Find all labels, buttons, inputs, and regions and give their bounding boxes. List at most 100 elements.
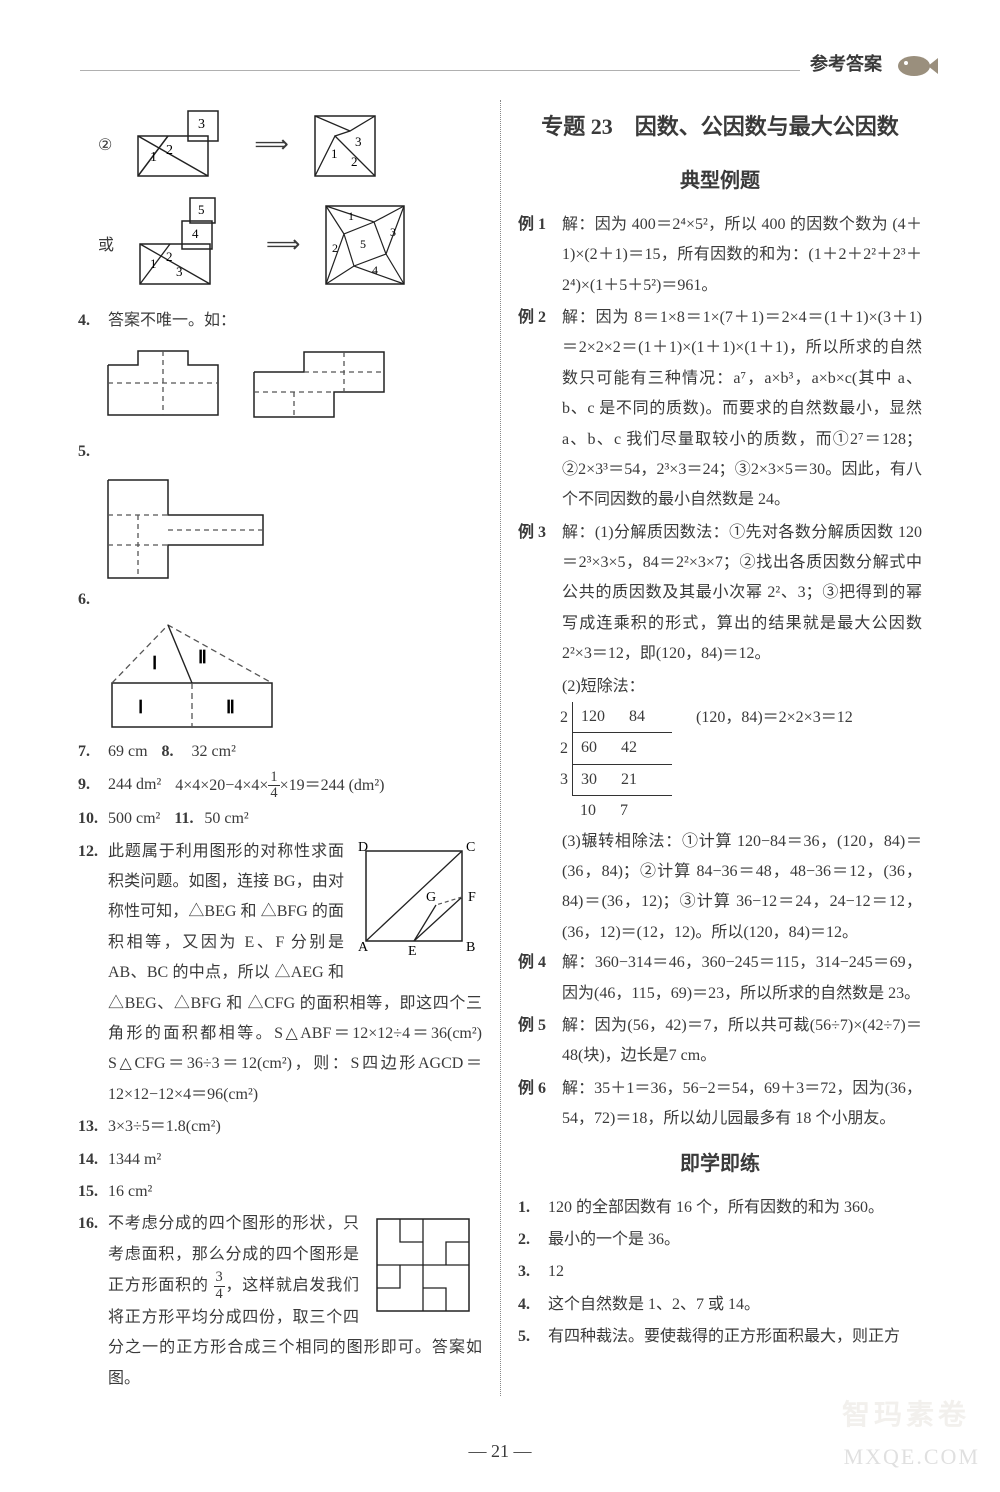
q9b: 4×4×20−4×4×14×19＝244 (dm²) bbox=[175, 770, 384, 803]
svg-text:3: 3 bbox=[176, 264, 183, 279]
fig-left-2a: 1 2 3 4 5 bbox=[130, 196, 250, 296]
sd-ans: (120，84)＝2×2×3＝12 bbox=[696, 703, 853, 733]
q4-num: 4. bbox=[78, 306, 108, 336]
header-rule bbox=[80, 70, 800, 71]
q15-num: 15. bbox=[78, 1177, 108, 1207]
arrow-icon: ⟹ bbox=[254, 123, 288, 169]
ex1: 例 1 解：因为 400＝2⁴×5²，所以 400 的因数个数为 (4＋1)×(… bbox=[518, 210, 922, 301]
ex2-text: 解：因为 8＝1×8＝1×(7＋1)＝2×4＝(1＋1)×(3＋1)＝2×2×2… bbox=[562, 303, 922, 516]
svg-text:Ⅰ: Ⅰ bbox=[152, 653, 157, 673]
fig-left-1b: 1 3 2 bbox=[305, 106, 395, 186]
q14: 14. 1344 m² bbox=[78, 1145, 482, 1175]
q5-num: 5. bbox=[78, 437, 108, 467]
sd-a2: 60 bbox=[581, 733, 597, 763]
q13-text: 3×3÷5＝1.8(cm²) bbox=[108, 1112, 221, 1142]
sd-a1: 120 bbox=[581, 702, 605, 732]
q7-num: 7. bbox=[78, 737, 108, 767]
p3-text: 12 bbox=[548, 1257, 922, 1287]
p5-num: 5. bbox=[518, 1322, 548, 1352]
sd-d2: 2 bbox=[552, 734, 572, 764]
q16-text: 不考虑分成的四个图形的形状，只考虑面积，那么分成的四个图形是正方形面积的 34，… bbox=[108, 1209, 482, 1394]
sd-d1: 2 bbox=[552, 703, 572, 733]
ex3: 例 3 解：(1)分解质因数法：①先对各数分解质因数 120＝2³×3×5，84… bbox=[518, 518, 922, 670]
ex6-label: 例 6 bbox=[518, 1074, 562, 1104]
ex6: 例 6 解：35＋1＝36，56−2＝54，69＋3＝72，因为(36，54，7… bbox=[518, 1074, 922, 1135]
q10-text: 500 cm² bbox=[108, 804, 160, 834]
marker-2: ② bbox=[98, 131, 112, 161]
fig-q5 bbox=[98, 470, 278, 585]
q8-text: 32 cm² bbox=[192, 737, 236, 767]
sd-rb: 7 bbox=[620, 796, 628, 826]
svg-text:Ⅰ: Ⅰ bbox=[138, 697, 143, 717]
sd-b3: 21 bbox=[621, 765, 637, 795]
q8-num: 8. bbox=[162, 737, 192, 767]
q12-num: 12. bbox=[78, 837, 108, 867]
ex4-label: 例 4 bbox=[518, 948, 562, 978]
svg-text:1: 1 bbox=[331, 146, 338, 161]
svg-text:F: F bbox=[468, 890, 476, 905]
ex1-label: 例 1 bbox=[518, 210, 562, 240]
p4-text: 这个自然数是 1、2、7 或 14。 bbox=[548, 1290, 922, 1320]
section-practice: 即学即练 bbox=[518, 1145, 922, 1183]
fish-icon bbox=[892, 40, 940, 88]
svg-text:1: 1 bbox=[150, 150, 157, 165]
p3-num: 3. bbox=[518, 1257, 548, 1287]
fig-q16 bbox=[367, 1209, 482, 1324]
pg-num: 21 bbox=[491, 1441, 509, 1461]
ex5-text: 解：因为(56，42)＝7，所以共可裁(56÷7)×(42÷7)＝48(块)，边… bbox=[562, 1011, 922, 1072]
q15: 15. 16 cm² bbox=[78, 1177, 482, 1207]
ex6-text: 解：35＋1＝36，56−2＝54，69＋3＝72，因为(36，54，72)＝1… bbox=[562, 1074, 922, 1135]
svg-text:3: 3 bbox=[355, 134, 362, 149]
q12-text: DC AB EF G 此题属于利用图形的对称性求面积类问题。如图，连接 BG，由… bbox=[108, 837, 482, 1111]
svg-text:5: 5 bbox=[198, 202, 205, 217]
q12: 12. DC AB EF G 此题属于利用图形的对称性求面积类问题。如图，连接 … bbox=[78, 837, 482, 1111]
fig-row-2: 或 1 2 3 4 5 ⟹ 13 4 bbox=[98, 196, 482, 296]
q5: 5. bbox=[78, 437, 482, 467]
header: 参考答案 bbox=[810, 40, 940, 88]
q16: 16. 不考虑分成的四个图形的形状，只考虑面积，那么分成的四个图形是正方形面积的… bbox=[78, 1209, 482, 1394]
svg-text:2: 2 bbox=[166, 249, 173, 264]
fig-q6: Ⅰ Ⅱ Ⅰ Ⅱ bbox=[98, 617, 298, 737]
page-body: ② 1 2 3 ⟹ 132 或 bbox=[60, 100, 940, 1396]
q10-11: 10. 500 cm² 11. 50 cm² bbox=[78, 804, 482, 834]
sd-b1: 84 bbox=[629, 702, 645, 732]
q13-num: 13. bbox=[78, 1112, 108, 1142]
fig-q4 bbox=[98, 342, 482, 427]
section-examples: 典型例题 bbox=[518, 162, 922, 200]
ex3-p2-label: (2)短除法： bbox=[562, 672, 922, 702]
svg-text:G: G bbox=[426, 890, 436, 905]
svg-text:3: 3 bbox=[198, 117, 205, 132]
sd-a3: 30 bbox=[581, 765, 597, 795]
svg-text:5: 5 bbox=[360, 237, 366, 251]
header-text: 参考答案 bbox=[810, 47, 882, 81]
svg-text:E: E bbox=[408, 944, 417, 957]
ex3-p1: 解：(1)分解质因数法：①先对各数分解质因数 120＝2³×3×5，84＝2²×… bbox=[562, 518, 922, 670]
watermark-url: MXQE.COM bbox=[844, 1436, 980, 1478]
q14-num: 14. bbox=[78, 1145, 108, 1175]
q9-num: 9. bbox=[78, 770, 108, 800]
q4: 4. 答案不唯一。如： bbox=[78, 306, 482, 336]
p1: 1. 120 的全部因数有 16 个，所有因数的和为 360。 bbox=[518, 1193, 922, 1223]
ex5-label: 例 5 bbox=[518, 1011, 562, 1041]
q13: 13. 3×3÷5＝1.8(cm²) bbox=[78, 1112, 482, 1142]
ex4-text: 解：360−314＝46，360−245＝115，314−245＝69，因为(4… bbox=[562, 948, 922, 1009]
svg-text:4: 4 bbox=[192, 226, 199, 241]
svg-text:1: 1 bbox=[150, 256, 157, 271]
sd-ra: 10 bbox=[580, 796, 596, 826]
or-text: 或 bbox=[98, 231, 114, 261]
fig-row-1: ② 1 2 3 ⟹ 1 3 2 bbox=[98, 106, 482, 186]
short-division: 2 12084 (120，84)＝2×2×3＝12 2 6042 3 3021 … bbox=[552, 702, 922, 827]
p5-text: 有四种裁法。要使裁得的正方形面积最大，则正方 bbox=[548, 1322, 922, 1352]
fig-q4a bbox=[98, 345, 228, 425]
fig-left-2b: 13 42 5 bbox=[316, 196, 416, 296]
q11-num: 11. bbox=[174, 804, 204, 834]
fig-q12: DC AB EF G bbox=[352, 837, 482, 957]
sd-b2: 42 bbox=[621, 733, 637, 763]
ex3-p3: (3)辗转相除法：①计算 120−84＝36，(120，84)＝(36，84)；… bbox=[562, 827, 922, 949]
svg-text:2: 2 bbox=[351, 154, 358, 169]
svg-text:D: D bbox=[358, 840, 368, 855]
ex3-label: 例 3 bbox=[518, 518, 562, 548]
svg-text:Ⅱ: Ⅱ bbox=[226, 697, 235, 717]
fig-left-1a: 1 2 3 bbox=[128, 106, 238, 186]
p1-text: 120 的全部因数有 16 个，所有因数的和为 360。 bbox=[548, 1193, 922, 1223]
